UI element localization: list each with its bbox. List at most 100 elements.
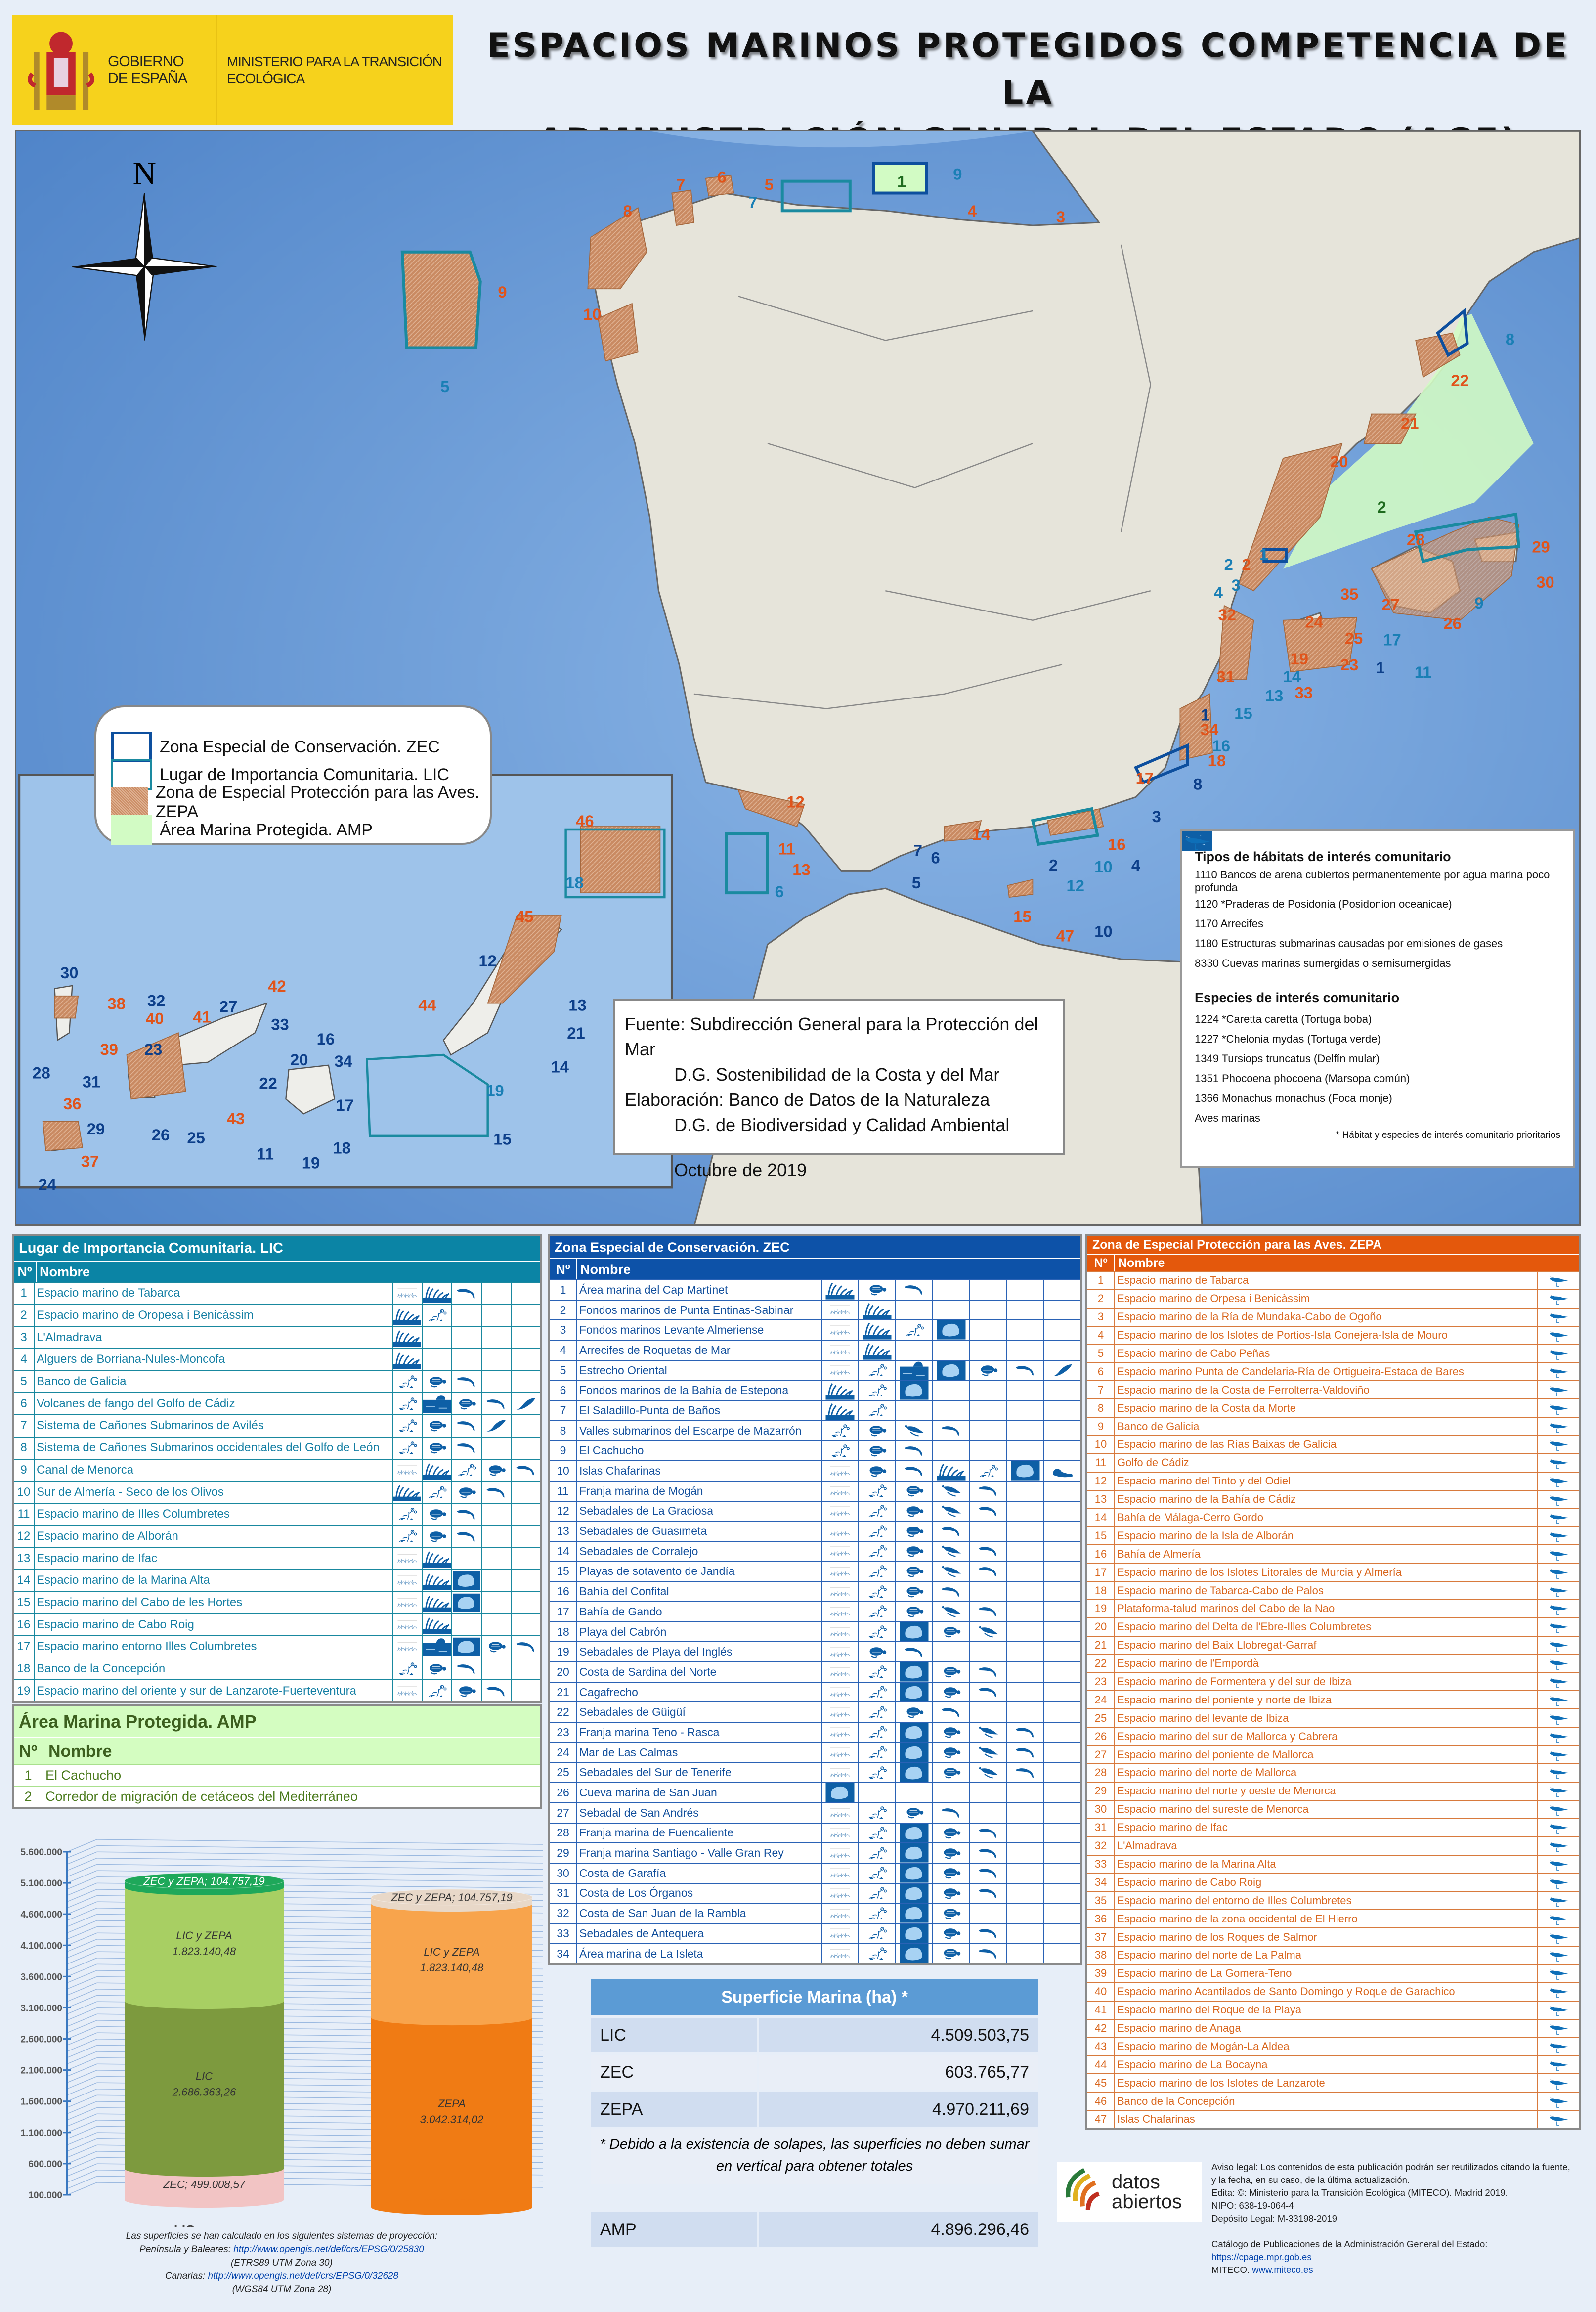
table-row[interactable]: 13 Sebadales de Guasimeta: [550, 1521, 1080, 1541]
map-label-lic[interactable]: 5: [440, 377, 449, 395]
map-label-zepa[interactable]: 28: [1407, 530, 1424, 549]
table-row[interactable]: 39 Espacio marino de La Gomera-Teno: [1087, 1963, 1579, 1982]
table-row[interactable]: 4 Espacio marino de los Islotes de Portio…: [1087, 1325, 1579, 1344]
table-row[interactable]: 7 Espacio marino de la Costa de Ferrolter…: [1087, 1380, 1579, 1399]
map-label-lic[interactable]: 9: [953, 165, 962, 183]
table-row[interactable]: 34 Área marina de La Isleta: [550, 1943, 1080, 1963]
table-row[interactable]: 13 Espacio marino de Ifac: [14, 1547, 540, 1569]
map-label-zec[interactable]: 11: [257, 1145, 274, 1163]
table-row[interactable]: 10 Espacio marino de las Rías Baixas de G…: [1087, 1435, 1579, 1453]
table-row[interactable]: 8 Valles submarinos del Escarpe de Mazarr…: [550, 1420, 1080, 1440]
table-row[interactable]: 12 Sebadales de La Graciosa: [550, 1500, 1080, 1521]
table-row[interactable]: 6 Fondos marinos de la Bahía de Estepona: [550, 1380, 1080, 1400]
canarias-epsg-link[interactable]: http://www.opengis.net/def/crs/EPSG/0/32…: [208, 2271, 399, 2281]
map-label-zec[interactable]: 13: [568, 996, 586, 1014]
table-row[interactable]: 32 L'Almadrava: [1087, 1836, 1579, 1855]
map-label-zepa[interactable]: 29: [1532, 538, 1550, 556]
map-label-zepa[interactable]: 6: [717, 168, 726, 186]
map-label-zec[interactable]: 18: [333, 1139, 350, 1157]
map-label-lic[interactable]: 2: [1224, 555, 1233, 573]
map-label-zepa[interactable]: 42: [268, 977, 286, 995]
map-label-zepa[interactable]: 15: [1013, 908, 1031, 926]
table-row[interactable]: 21 Cagafrecho: [550, 1681, 1080, 1702]
map-label-zec[interactable]: 27: [219, 998, 237, 1016]
table-row[interactable]: 14 Bahía de Málaga-Cerro Gordo: [1087, 1508, 1579, 1527]
table-row[interactable]: 25 Sebadales del Sur de Tenerife: [550, 1762, 1080, 1783]
map-label-zec[interactable]: 28: [32, 1064, 50, 1082]
map-label-zec[interactable]: 1: [1201, 705, 1209, 724]
map-label-zepa[interactable]: 38: [107, 995, 125, 1013]
table-row[interactable]: 5 Estrecho Oriental: [550, 1359, 1080, 1380]
table-row[interactable]: 20 Costa de Sardina del Norte: [550, 1661, 1080, 1682]
map-label-lic[interactable]: 8: [1506, 330, 1514, 348]
map-label-zec[interactable]: 1: [1376, 658, 1385, 677]
table-row[interactable]: 22 Espacio marino de l'Empordà: [1087, 1654, 1579, 1672]
map-label-zec[interactable]: 16: [317, 1030, 335, 1048]
map-label-lic[interactable]: 17: [1383, 630, 1401, 649]
map-label-zepa[interactable]: 9: [498, 283, 507, 301]
table-row[interactable]: 41 Espacio marino del Roque de la Playa: [1087, 2000, 1579, 2019]
map-label-lic[interactable]: 9: [1474, 594, 1483, 612]
map-label-lic[interactable]: 13: [1265, 687, 1283, 705]
table-row[interactable]: 16 Espacio marino de Cabo Roig: [14, 1613, 540, 1635]
table-row[interactable]: 23 Espacio marino de Formentera y del sur…: [1087, 1672, 1579, 1691]
table-row[interactable]: 24 Mar de Las Calmas: [550, 1742, 1080, 1762]
table-row[interactable]: 40 Espacio marino Acantilados de Santo Do…: [1087, 1982, 1579, 2001]
map-label-lic[interactable]: 3: [1232, 576, 1241, 594]
table-row[interactable]: 10 Islas Chafarinas: [550, 1460, 1080, 1481]
table-row[interactable]: 33 Sebadales de Antequera: [550, 1923, 1080, 1943]
map-label-zec[interactable]: 33: [271, 1015, 289, 1033]
map-label-zepa[interactable]: 31: [1217, 667, 1235, 686]
map-label-lic[interactable]: 1: [1259, 545, 1268, 564]
table-row[interactable]: 8 Sistema de Cañones Submarinos occidenta…: [14, 1436, 540, 1459]
map-label-zec[interactable]: 25: [187, 1129, 205, 1147]
table-row[interactable]: 19 Sebadales de Playa del Inglés: [550, 1641, 1080, 1662]
map-label-zepa[interactable]: 11: [778, 840, 795, 858]
table-row[interactable]: 14 Sebadales de Corralejo: [550, 1540, 1080, 1561]
map-label-lic[interactable]: 19: [486, 1081, 504, 1099]
table-row[interactable]: 27 Sebadal de San Andrés: [550, 1802, 1080, 1823]
protected-areas-map[interactable]: N 8 7 6 5 4 3 9 10 22 21 20 2 32 31 19 24 25 23 33 28 29 30 35…: [15, 130, 1581, 1226]
table-row[interactable]: 33 Espacio marino de la Marina Alta: [1087, 1854, 1579, 1873]
table-row[interactable]: 7 Sistema de Cañones Submarinos de Avilés: [14, 1414, 540, 1437]
table-row[interactable]: 16 Bahía de Almería: [1087, 1544, 1579, 1563]
table-row[interactable]: 10 Sur de Almería - Seco de los Olivos: [14, 1481, 540, 1503]
map-label-zepa[interactable]: 32: [1218, 606, 1236, 624]
map-label-zec[interactable]: 34: [334, 1052, 352, 1070]
table-row[interactable]: 47 Islas Chafarinas: [1087, 2109, 1579, 2128]
table-row[interactable]: 23 Franja marina Teno - Rasca: [550, 1722, 1080, 1742]
table-row[interactable]: 20 Espacio marino del Delta de l'Ebre-Ill…: [1087, 1617, 1579, 1636]
map-label-zec[interactable]: 20: [290, 1050, 308, 1069]
table-row[interactable]: 7 El Saladillo-Punta de Baños: [550, 1400, 1080, 1420]
map-label-amp[interactable]: 2: [1378, 498, 1386, 516]
map-label-lic[interactable]: 11: [1415, 663, 1432, 681]
map-label-zec[interactable]: 31: [83, 1073, 100, 1091]
table-row[interactable]: 28 Franja marina de Fuencaliente: [550, 1822, 1080, 1843]
map-label-zepa[interactable]: 4: [968, 202, 977, 220]
map-label-lic[interactable]: 18: [565, 873, 583, 892]
table-row[interactable]: 35 Espacio marino del entorno de Illes Co…: [1087, 1891, 1579, 1910]
table-row[interactable]: 36 Espacio marino de la zona occidental d…: [1087, 1909, 1579, 1928]
map-label-zepa[interactable]: 43: [227, 1109, 245, 1128]
map-label-zec[interactable]: 12: [478, 952, 496, 970]
table-row[interactable]: 19 Plataforma-talud marinos del Cabo de l…: [1087, 1599, 1579, 1617]
cpage-link[interactable]: https://cpage.mpr.gob.es: [1211, 2252, 1312, 2262]
map-label-zepa[interactable]: 20: [1330, 452, 1348, 471]
table-row[interactable]: 12 Espacio marino de Alborán: [14, 1525, 540, 1547]
table-row[interactable]: 29 Franja marina Santiago - Valle Gran Re…: [550, 1842, 1080, 1863]
map-label-zec[interactable]: 32: [147, 992, 165, 1010]
map-label-zepa[interactable]: 39: [100, 1040, 118, 1058]
table-row[interactable]: 28 Espacio marino del norte de Mallorca: [1087, 1763, 1579, 1782]
table-row[interactable]: 6 Volcanes de fango del Golfo de Cádiz: [14, 1392, 540, 1415]
map-label-zepa[interactable]: 14: [972, 825, 991, 843]
map-label-zepa[interactable]: 2: [1242, 555, 1251, 573]
map-label-zec[interactable]: 10: [1094, 922, 1112, 941]
map-label-zepa[interactable]: 30: [1536, 573, 1554, 591]
map-label-zepa[interactable]: 45: [516, 908, 533, 926]
map-label-zec[interactable]: 26: [152, 1126, 170, 1144]
map-label-zepa[interactable]: 27: [1381, 595, 1399, 613]
map-label-zepa[interactable]: 23: [1340, 655, 1358, 674]
map-label-zepa[interactable]: 3: [1056, 208, 1065, 226]
table-row[interactable]: 22 Sebadales de Güigüí: [550, 1701, 1080, 1722]
table-row[interactable]: 17 Bahía de Gando: [550, 1601, 1080, 1621]
